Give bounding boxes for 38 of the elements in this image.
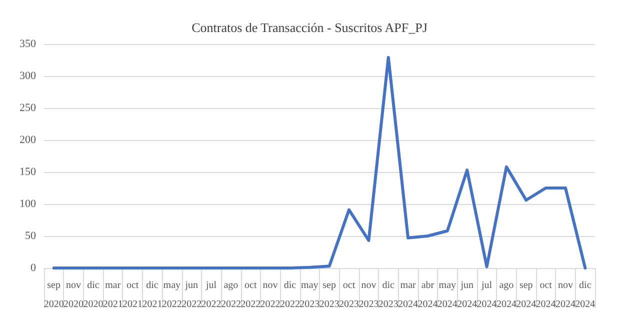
x-tick-label: may 2024 [437,280,458,310]
x-tick-label: nov 2024 [555,280,576,310]
x-tick-label: nov 2022 [260,280,280,310]
y-tick-label: 200 [20,134,36,146]
x-tick-label: may 2022 [162,280,182,310]
y-tick-label: 50 [25,230,36,242]
y-tick-label: 300 [20,70,36,82]
x-tick-label: dic 2023 [378,280,398,310]
line-series [52,56,587,270]
x-tick-label: dic 2024 [575,280,596,310]
chart-title: Contratos de Transacción - Suscritos APF_PJ [192,20,428,35]
x-tick-label: ago 2022 [220,280,241,310]
x-tick-label: oct 2021 [122,280,143,310]
y-tick-label: 350 [20,38,36,50]
x-tick-label: sep 2023 [319,280,340,310]
y-tick-label: 100 [20,198,36,210]
x-tick-label: mar 2024 [398,280,418,310]
x-tick-label: dic 2021 [142,280,162,310]
x-tick-label: nov 2020 [64,280,84,310]
y-tick-label: 0 [30,262,36,274]
x-tick-label: abr 2024 [418,280,438,310]
x-tick-label: sep 2024 [516,280,536,310]
y-tick-label: 250 [20,102,36,114]
x-tick-label: nov 2023 [358,280,379,310]
x-tick-label: ago 2024 [496,280,516,310]
x-tick-label: oct 2024 [536,280,556,310]
x-tick-label: jun 2024 [457,280,478,310]
x-tick-label: jun 2022 [182,280,202,310]
x-tick-label: oct 2022 [240,280,261,310]
y-tick-label: 150 [20,166,36,178]
x-tick-label: may 2023 [300,280,320,310]
x-tick-label: oct 2023 [339,280,360,310]
x-tick-label: dic 2022 [280,280,300,310]
x-tick-label: sep 2020 [44,280,64,310]
x-tick-label: jul 2024 [476,280,497,310]
x-tick-label: jul 2022 [201,280,222,310]
x-tick-label: dic 2020 [83,280,104,310]
x-tick-label: mar 2021 [102,280,123,310]
